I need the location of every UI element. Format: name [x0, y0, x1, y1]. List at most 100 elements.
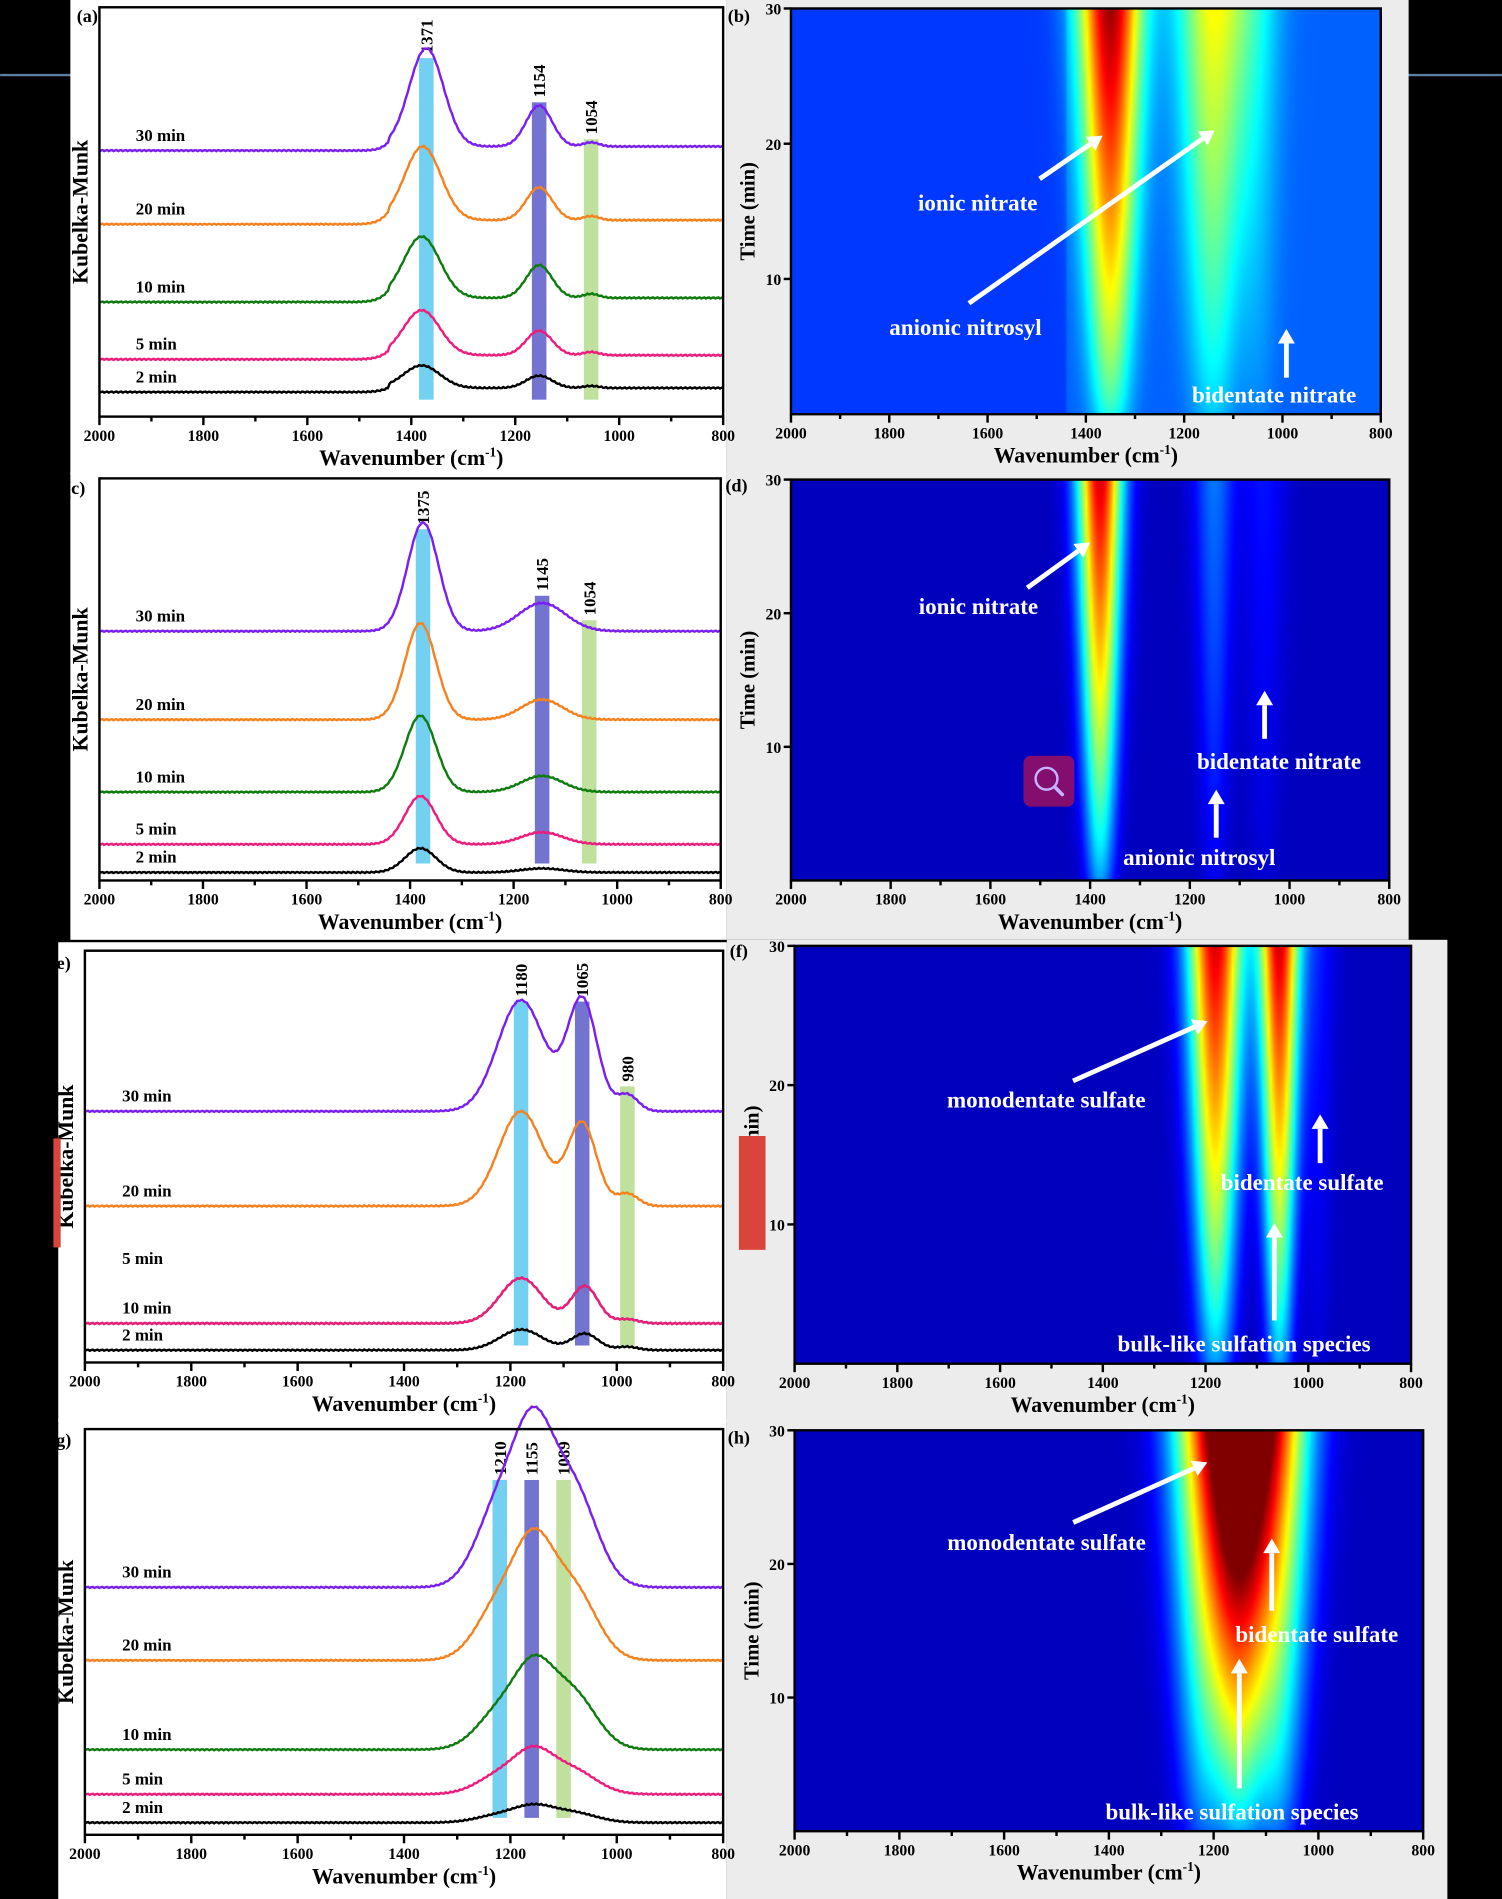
x-tick-label: 1400: [1070, 425, 1102, 442]
side-tab-marker: [738, 1136, 766, 1250]
arrow-head-icon: [1197, 130, 1215, 146]
annotation-label: ionic nitrate: [918, 189, 1037, 215]
x-tick-label: 1800: [882, 1375, 914, 1392]
panel-label: (a): [77, 6, 98, 27]
band-label: 1155: [523, 1442, 542, 1475]
annotation-label: bulk-like sulfation species: [1118, 1330, 1371, 1356]
x-tick-label: 1400: [1093, 1842, 1125, 1859]
panel-label: (h): [728, 1428, 750, 1449]
x-tick-label: 1200: [1190, 1375, 1222, 1392]
x-tick-label: 1000: [1274, 892, 1306, 909]
x-tick-label: 1600: [282, 1846, 314, 1863]
series-label: 5 min: [136, 820, 178, 839]
x-tick-label: 1600: [282, 1374, 314, 1391]
series-line: [84, 1109, 724, 1209]
series-label: 30 min: [122, 1563, 172, 1582]
arrow-head-icon: [1263, 1538, 1281, 1554]
series-line: [84, 1327, 724, 1353]
x-axis-label: Wavenumber (cm-1): [312, 1390, 496, 1415]
highlight-band: [531, 102, 547, 400]
band-label: 1371: [417, 19, 436, 53]
series-label: 2 min: [122, 1798, 164, 1817]
x-tick-label: 1200: [1174, 892, 1206, 909]
annotation-label: bidentate sulfate: [1235, 1621, 1398, 1647]
x-tick-label: 1000: [603, 428, 635, 445]
x-tick-label: 1400: [396, 428, 428, 445]
series-label: 2 min: [136, 848, 178, 867]
arrow-head-icon: [1085, 135, 1103, 151]
y-tick-label: 10: [766, 272, 782, 289]
y-tick-label: 20: [769, 1557, 785, 1574]
x-tick-label: 1000: [1303, 1842, 1335, 1859]
x-axis-label: Wavenumber (cm-1): [1017, 1859, 1201, 1884]
series-label: 20 min: [136, 200, 186, 219]
heatmap-image: [794, 1430, 1424, 1832]
x-tick-label: 1200: [500, 428, 532, 445]
magnifier-icon: [1034, 766, 1059, 791]
x-tick-label: 1600: [984, 1375, 1016, 1392]
magnifier-button[interactable]: [1023, 755, 1075, 807]
x-tick-label: 1800: [874, 425, 906, 442]
series-label: 30 min: [136, 606, 186, 625]
arrow-head-icon: [1265, 1223, 1283, 1238]
x-tick-label: 800: [711, 428, 735, 445]
y-tick-label: 30: [766, 2, 782, 19]
series-line: [98, 520, 721, 634]
chart-panel-h: 10 20 30 Time (min) monodentate sulfate biden…: [728, 1423, 1435, 1884]
band-label: 980: [618, 1056, 637, 1081]
x-tick-label: 1800: [884, 1842, 916, 1859]
x-tick-label: 800: [1377, 892, 1401, 909]
annotation-label: monodentate sulfate: [947, 1087, 1146, 1113]
y-tick-label: 10: [766, 740, 782, 757]
x-tick-label: 1000: [1293, 1375, 1325, 1392]
annotation-label: monodentate sulfate: [947, 1529, 1146, 1555]
x-axis-label: Wavenumber (cm-1): [998, 908, 1182, 933]
x-tick-label: 800: [1411, 1842, 1435, 1859]
x-tick-label: 1800: [176, 1374, 208, 1391]
x-tick-label: 800: [709, 892, 733, 909]
x-tick-label: 1200: [1198, 1842, 1230, 1859]
series-label: 5 min: [136, 335, 178, 354]
y-axis-label: Time (min): [741, 1581, 763, 1680]
series-line: [98, 363, 724, 395]
x-tick-label: 2000: [69, 1846, 101, 1863]
x-tick-label: 2000: [69, 1374, 101, 1391]
y-tick-label: 10: [769, 1691, 785, 1708]
y-axis-label: Time (min): [738, 162, 760, 261]
band-label: 1054: [580, 581, 599, 615]
band-label: 1180: [512, 964, 531, 997]
series-label: 30 min: [136, 126, 186, 145]
x-tick-label: 1400: [1087, 1375, 1119, 1392]
highlight-band: [415, 529, 431, 864]
series-label: 5 min: [122, 1249, 164, 1268]
series-line: [84, 1276, 724, 1326]
x-tick-label: 1800: [188, 428, 220, 445]
y-axis-label: Kubelka-Munk: [68, 607, 92, 752]
chart-panel-b: 10 20 30 Time (min) ionic nitrate anionic nit…: [728, 2, 1393, 468]
annotation-arrow: [1025, 548, 1080, 590]
annotation-label: bulk-like sulfation species: [1105, 1799, 1358, 1825]
annotation-label: anionic nitrosyl: [889, 314, 1041, 340]
x-tick-label: 2000: [775, 425, 807, 442]
series-line: [98, 234, 724, 305]
annotation-arrow: [967, 136, 1205, 306]
series-label: 10 min: [136, 767, 186, 786]
x-tick-label: 800: [1399, 1375, 1423, 1392]
heatmap-image: [794, 945, 1412, 1364]
x-tick-label: 2000: [84, 428, 116, 445]
series-line: [98, 714, 721, 795]
series-line: [84, 1652, 724, 1752]
x-tick-label: 1800: [875, 892, 907, 909]
annotation-arrow: [1072, 1024, 1196, 1084]
arrow-head-icon: [1230, 1658, 1248, 1674]
x-tick-label: 1400: [1074, 892, 1106, 909]
band-label: 1154: [530, 64, 549, 97]
series-label: 20 min: [122, 1181, 172, 1200]
x-tick-label: 800: [1369, 425, 1393, 442]
y-axis-label: Kubelka-Munk: [68, 139, 92, 284]
x-tick-label: 1600: [988, 1842, 1020, 1859]
